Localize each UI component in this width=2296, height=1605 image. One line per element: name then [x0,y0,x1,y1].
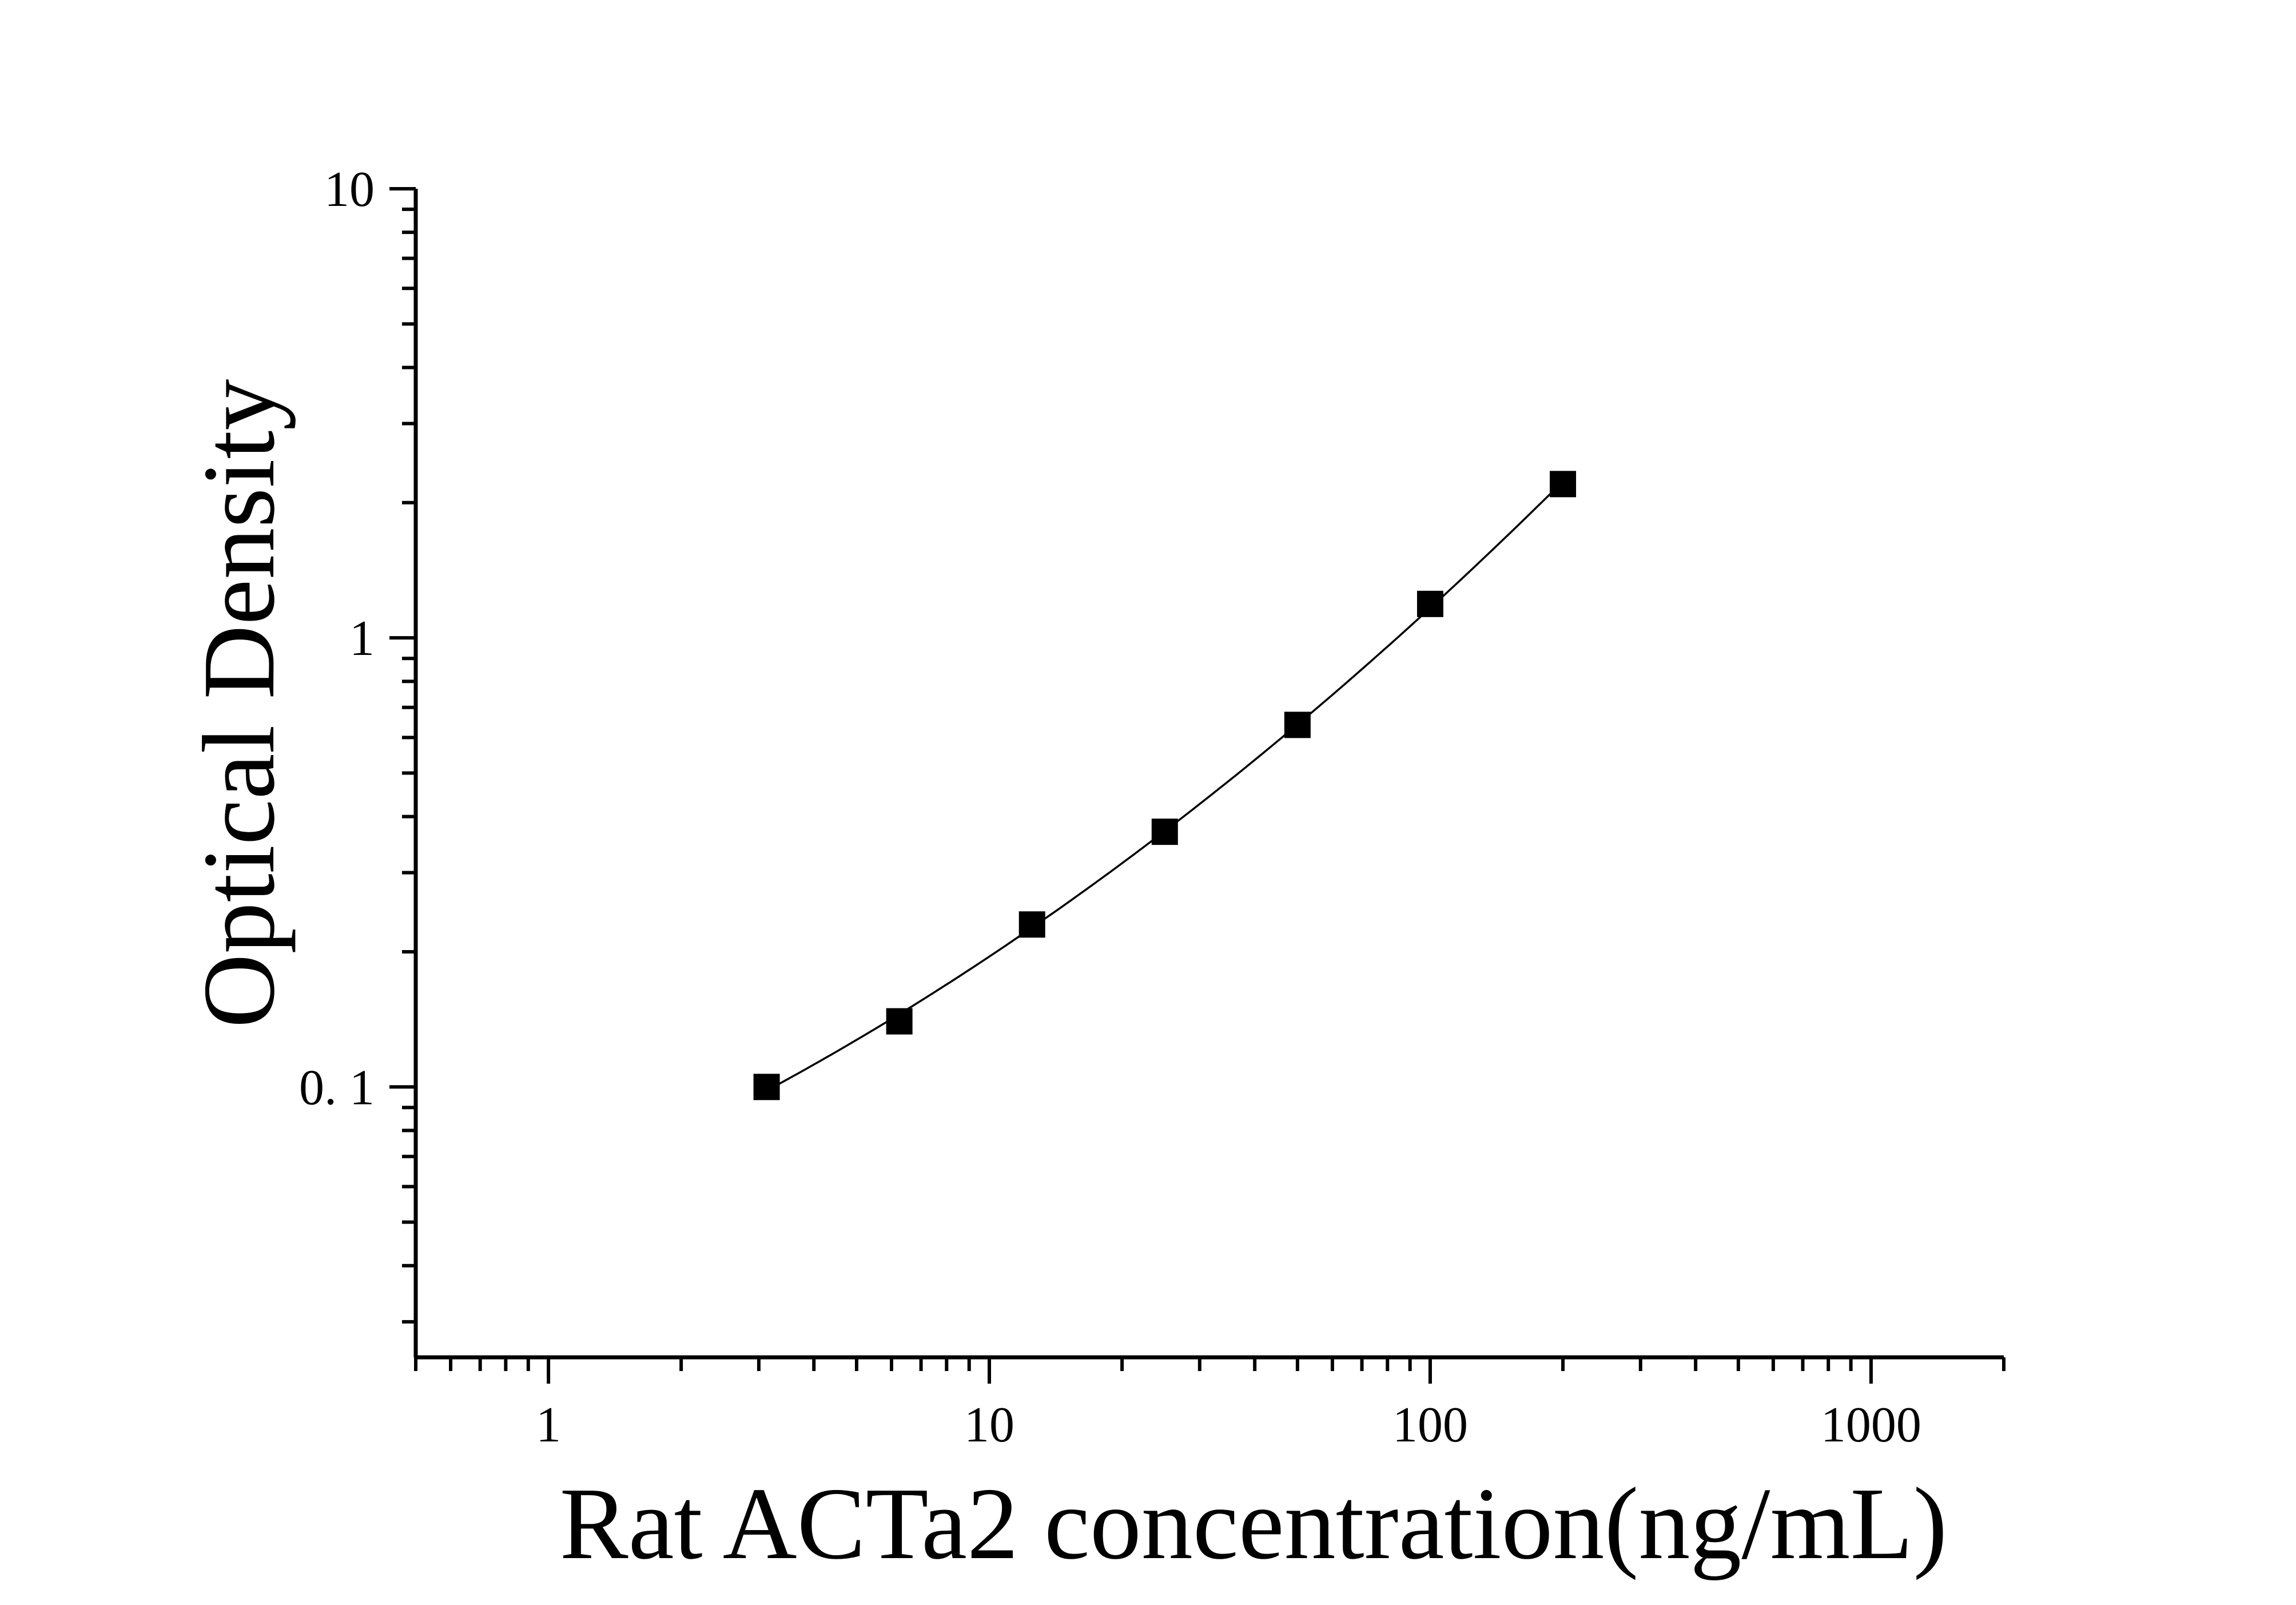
data-point [753,1074,780,1101]
x-tick-label: 1000 [1821,1397,1921,1453]
data-point [886,1008,913,1035]
data-point [1550,471,1577,498]
y-tick-label: 1 [349,611,375,666]
axes [413,189,2004,1360]
data-point [1416,590,1443,617]
y-axis-label: Optical Density [182,379,296,1028]
y-tick-label: 10 [324,162,375,217]
data-point [1151,819,1178,845]
fit-curve-layer [766,480,1564,1092]
y-tick-label: 0. 1 [299,1060,375,1115]
data-point [1284,712,1311,738]
data-point [1018,911,1045,938]
x-tick-label: 1 [536,1397,561,1453]
x-axis-label: Rat ACTa2 concentration(ng/mL) [560,1467,1948,1580]
ticks: 1 10 100 1000 0. 1 1 10 [299,162,2005,1453]
x-tick-label: 100 [1392,1397,1468,1453]
x-tick-label: 10 [964,1397,1014,1453]
data-points [753,471,1577,1101]
fit-curve [766,480,1564,1092]
